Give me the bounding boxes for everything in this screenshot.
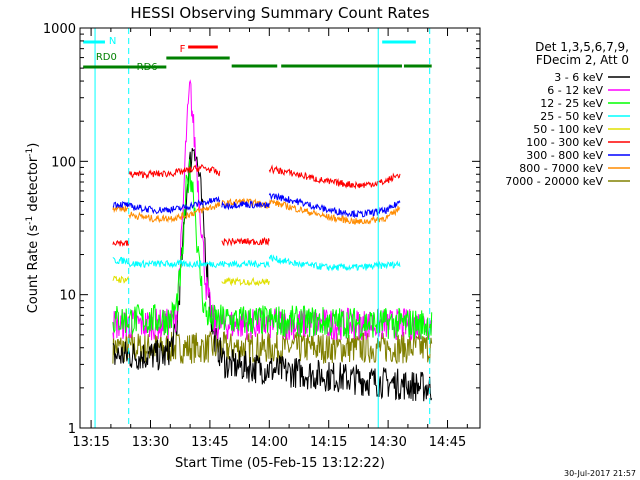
- series-line-100-300-kev-2: [221, 236, 270, 247]
- series-line-300-800-kev-2: [221, 200, 270, 211]
- y-axis-label-sup2: -1: [25, 148, 35, 157]
- legend-header-decimation: FDecim 2, Att 0: [536, 53, 629, 67]
- series-3-6-kev: [112, 147, 433, 402]
- chart-title: HESSI Observing Summary Count Rates: [130, 4, 429, 22]
- y-axis-ticks: 1 10 100 1000: [43, 22, 480, 437]
- flag-bar-f: F: [180, 44, 218, 55]
- legend-label-6-12-kev: 6 - 12 keV: [547, 84, 603, 97]
- flag-bar-n: N: [83, 36, 416, 47]
- y-axis-label: Count Rate (s-1 detector-1): [25, 143, 41, 314]
- y-tick-label-1: 1: [68, 422, 76, 437]
- series-line-25-50-kev-3: [268, 254, 401, 272]
- legend-label-800-7000-kev: 800 - 7000 keV: [519, 162, 603, 175]
- series-line-3-6-kev-0: [112, 147, 433, 402]
- flag-label-n: N: [109, 36, 116, 47]
- series-line-25-50-kev-2: [221, 259, 270, 268]
- y-axis-label-mid: detector: [26, 156, 41, 216]
- y-tick-label-100: 100: [51, 155, 76, 170]
- flag-label-rd0: RD0: [96, 52, 117, 63]
- x-axis-ticks: 13:15 13:30 13:45 14:00 14:15 14:30 14:45: [72, 28, 468, 450]
- series-line-800-7000-kev-1: [128, 201, 221, 224]
- y-tick-label-1000: 1000: [43, 22, 76, 37]
- legend-label-3-6-kev: 3 - 6 keV: [554, 71, 603, 84]
- series-line-300-800-kev-0: [112, 200, 130, 209]
- flag-label-f: F: [180, 44, 186, 55]
- series-line-100-300-kev-3: [268, 164, 401, 190]
- legend-label-50-100-kev: 50 - 100 keV: [533, 123, 603, 136]
- legend-label-100-300-kev: 100 - 300 keV: [526, 136, 603, 149]
- series-50-100-kev: [112, 275, 270, 287]
- series-line-25-50-kev-0: [112, 256, 129, 265]
- x-tick-label-14-00: 14:00: [251, 435, 288, 450]
- plot-frame: [79, 27, 481, 429]
- legend-label-12-25-kev: 12 - 25 keV: [540, 97, 603, 110]
- x-tick-label-13-30: 13:30: [132, 435, 169, 450]
- flag-bar-rd0: RD0: [83, 52, 167, 69]
- x-tick-label-13-45: 13:45: [191, 435, 228, 450]
- series-line-50-100-kev-1: [221, 276, 270, 287]
- legend-label-25-50-kev: 25 - 50 keV: [540, 110, 603, 123]
- legend: Det 1,3,5,6,7,9, FDecim 2, Att 0 3 - 6 k…: [505, 40, 630, 188]
- series-line-25-50-kev-1: [128, 258, 223, 270]
- series-25-50-kev: [112, 254, 401, 272]
- x-tick-label-13-15: 13:15: [72, 435, 109, 450]
- plot-area: N F RD0 RD6: [83, 28, 433, 428]
- x-axis-label: Start Time (05-Feb-15 13:12:22): [175, 456, 385, 471]
- y-tick-label-10: 10: [59, 289, 76, 304]
- x-tick-label-14-15: 14:15: [310, 435, 347, 450]
- legend-header-detectors: Det 1,3,5,6,7,9,: [535, 40, 629, 54]
- y-axis-label-end: ): [26, 143, 41, 148]
- series-line-100-300-kev-1: [128, 163, 221, 180]
- series-line-50-100-kev-0: [112, 275, 130, 284]
- series-300-800-kev: [112, 192, 401, 219]
- flag-label-rd6: RD6: [137, 62, 158, 73]
- y-axis-label-main: Count Rate (s: [26, 225, 41, 314]
- x-tick-label-14-30: 14:30: [369, 435, 406, 450]
- x-tick-label-14-45: 14:45: [429, 435, 466, 450]
- series-line-300-800-kev-3: [268, 192, 401, 219]
- series-line-800-7000-kev-0: [112, 204, 130, 214]
- legend-label-7000-20000-kev: 7000 - 20000 keV: [505, 175, 603, 188]
- y-axis-label-sup1: -1: [25, 216, 35, 225]
- series-line-100-300-kev-0: [112, 239, 130, 247]
- series-line-300-800-kev-1: [128, 195, 221, 215]
- legend-label-300-800-kev: 300 - 800 keV: [526, 149, 603, 162]
- footer-date: 30-Jul-2017 21:57: [564, 469, 636, 478]
- flag-bar-rd6: RD6: [137, 56, 432, 73]
